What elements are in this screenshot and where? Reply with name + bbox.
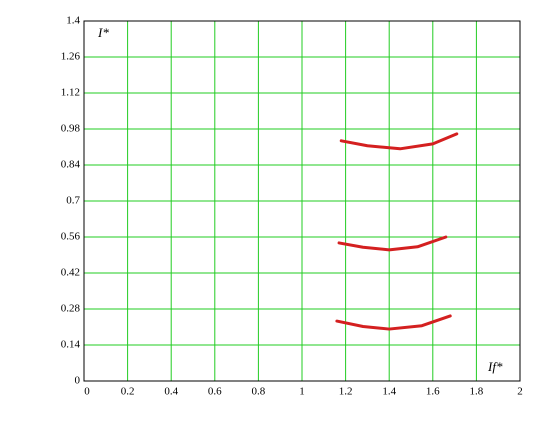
y-tick-label: 0 (75, 375, 81, 387)
x-tick-label: 1.6 (426, 386, 440, 398)
curve (339, 132, 459, 151)
x-tick-label: 0 (84, 386, 90, 398)
x-tick-label: 1.8 (470, 386, 484, 398)
y-tick-label: 0.7 (66, 195, 80, 207)
x-tick-label: 1.4 (382, 386, 396, 398)
y-axis-title: I* (97, 25, 109, 40)
y-tick-label: 0.28 (61, 303, 81, 315)
y-tick-label: 0.56 (61, 231, 81, 243)
x-tick-label: 2 (517, 386, 523, 398)
y-tick-label: 1.26 (61, 51, 81, 63)
curve (337, 235, 448, 252)
curve (335, 314, 452, 331)
y-tick-label: 1.12 (61, 87, 80, 99)
x-tick-label: 0.2 (121, 386, 135, 398)
y-tick-label: 0.42 (61, 267, 80, 279)
x-tick-label: 0.4 (164, 386, 178, 398)
y-tick-label: 0.98 (61, 123, 81, 135)
y-tick-label: 1.4 (66, 15, 80, 27)
y-tick-label: 0.84 (61, 159, 81, 171)
x-axis-title: If* (487, 359, 503, 374)
x-tick-label: 0.8 (252, 386, 266, 398)
y-tick-label: 0.14 (61, 339, 81, 351)
plot-frame (83, 20, 521, 382)
x-tick-label: 0.6 (208, 386, 222, 398)
x-tick-label: 1.2 (339, 386, 353, 398)
x-tick-label: 1 (299, 386, 305, 398)
